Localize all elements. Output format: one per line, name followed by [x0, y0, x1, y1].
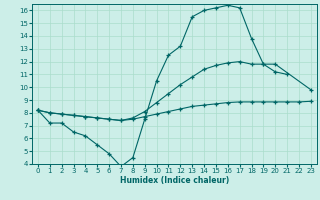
X-axis label: Humidex (Indice chaleur): Humidex (Indice chaleur)	[120, 176, 229, 185]
